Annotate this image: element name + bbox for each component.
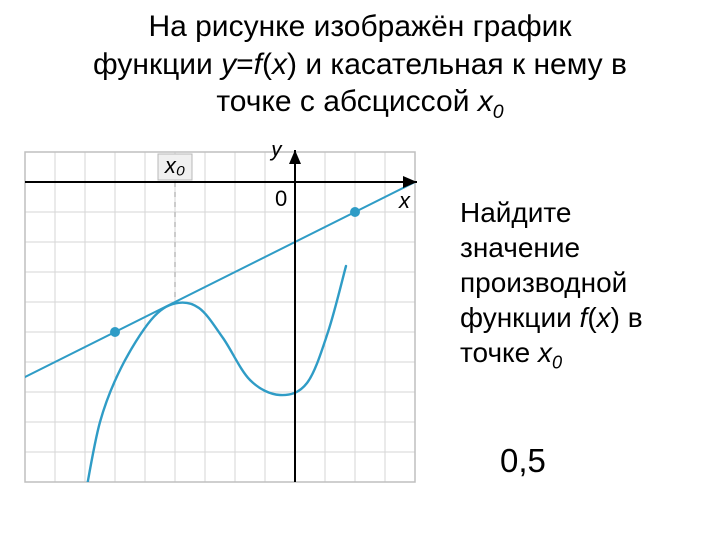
q-line1: Найдите <box>460 197 572 228</box>
slide: На рисунке изображён график функции y=f(… <box>0 0 720 540</box>
q-x: x <box>597 302 611 333</box>
graph-container: x₀ y 0 x <box>18 145 423 490</box>
q-x0-x: x <box>538 337 552 368</box>
function-graph: x₀ y 0 x <box>18 145 423 490</box>
q-line5a: точке <box>460 337 538 368</box>
svg-text:0: 0 <box>275 186 287 211</box>
title-f: f <box>254 48 262 81</box>
title-line1: На рисунке изображён график <box>148 10 571 43</box>
title-line2a: функции <box>93 48 221 81</box>
q-close: ) <box>611 302 620 333</box>
q-x0-sub: 0 <box>552 353 562 373</box>
svg-text:x₀: x₀ <box>164 153 185 178</box>
title-x0-x: x <box>478 85 493 118</box>
answer-value: 0,5 <box>500 442 546 480</box>
slide-title: На рисунке изображён график функции y=f(… <box>0 8 720 124</box>
q-line3: производной <box>460 267 627 298</box>
q-line4a: функции <box>460 302 580 333</box>
svg-text:y: y <box>269 145 284 161</box>
title-y: y <box>221 48 236 81</box>
title-line3a: точке с абсциссой <box>216 85 477 118</box>
q-open: ( <box>587 302 596 333</box>
title-eq: = <box>236 48 254 81</box>
title-close: ) <box>287 48 297 81</box>
q-line2: значение <box>460 232 580 263</box>
q-line4b: в <box>620 302 643 333</box>
question-text: Найдите значение производной функции f(x… <box>460 195 700 374</box>
title-line2c: и касательная к нему в <box>297 48 627 81</box>
title-x0-sub: 0 <box>493 101 504 123</box>
title-x: x <box>272 48 287 81</box>
title-open: ( <box>262 48 272 81</box>
svg-text:x: x <box>398 188 411 213</box>
